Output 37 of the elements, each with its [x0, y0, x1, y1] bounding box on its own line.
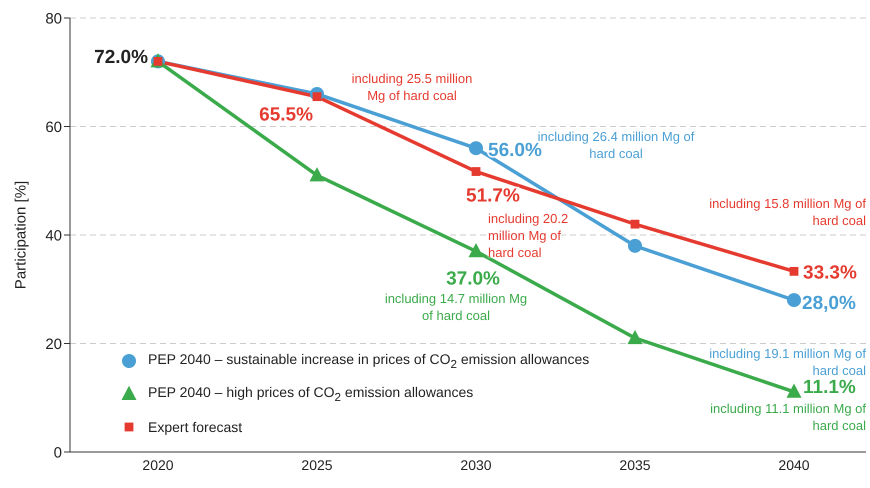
annotation: including 25.5 million Mg of hard coal: [350, 70, 474, 104]
x-tick-label: 2020: [142, 456, 174, 473]
legend-label: PEP 2040 – high prices of CO$_{2}$ emission allowances: [148, 384, 474, 404]
annotation: including 20.2 million Mg of hard coal: [488, 210, 570, 261]
point: [790, 266, 798, 276]
y-tick-label: 60: [45, 118, 62, 136]
y-tick-label: 80: [45, 10, 62, 28]
annotation: including 15.8 million Mg of hard coal: [708, 195, 866, 229]
data-label: 28,0%: [802, 293, 856, 314]
point: [628, 238, 642, 253]
x-tick-label: 2035: [619, 456, 651, 473]
annotation: including 19.1 million Mg of hard coal: [708, 345, 866, 379]
point: [787, 293, 801, 308]
x-tick-label: 2030: [460, 456, 492, 473]
point: [472, 167, 480, 176]
point: [469, 141, 483, 156]
y-tick-label: 40: [45, 227, 62, 244]
x-tick-label: 2025: [301, 456, 333, 473]
data-label: 65.5%: [259, 104, 314, 126]
point: [786, 384, 802, 398]
point: [630, 220, 640, 229]
data-label: 33.3%: [803, 262, 857, 284]
data-label: 37.0%: [446, 268, 500, 290]
data-label: 51.7%: [466, 186, 520, 207]
point: [468, 243, 484, 258]
annotation: including 11.1 million Mg of hard coal: [709, 400, 866, 434]
y-axis-title: Participation [%]: [12, 180, 30, 290]
y-tick-label: 0: [54, 444, 62, 462]
data-label: 11.1%: [803, 376, 856, 398]
point: [310, 167, 324, 182]
y-tick-label: 20: [45, 336, 62, 353]
annotation: 72.0%: [93, 47, 148, 70]
legend-label: Expert forecast: [148, 418, 242, 434]
point: [628, 330, 642, 344]
x-tick-label: 2040: [778, 456, 810, 473]
legend-label: PEP 2040 – sustainable increase in prices of CO$_{2}$ emission allowances: [148, 350, 590, 370]
annotation: including 14.7 million Mg of hard coal: [384, 290, 528, 324]
